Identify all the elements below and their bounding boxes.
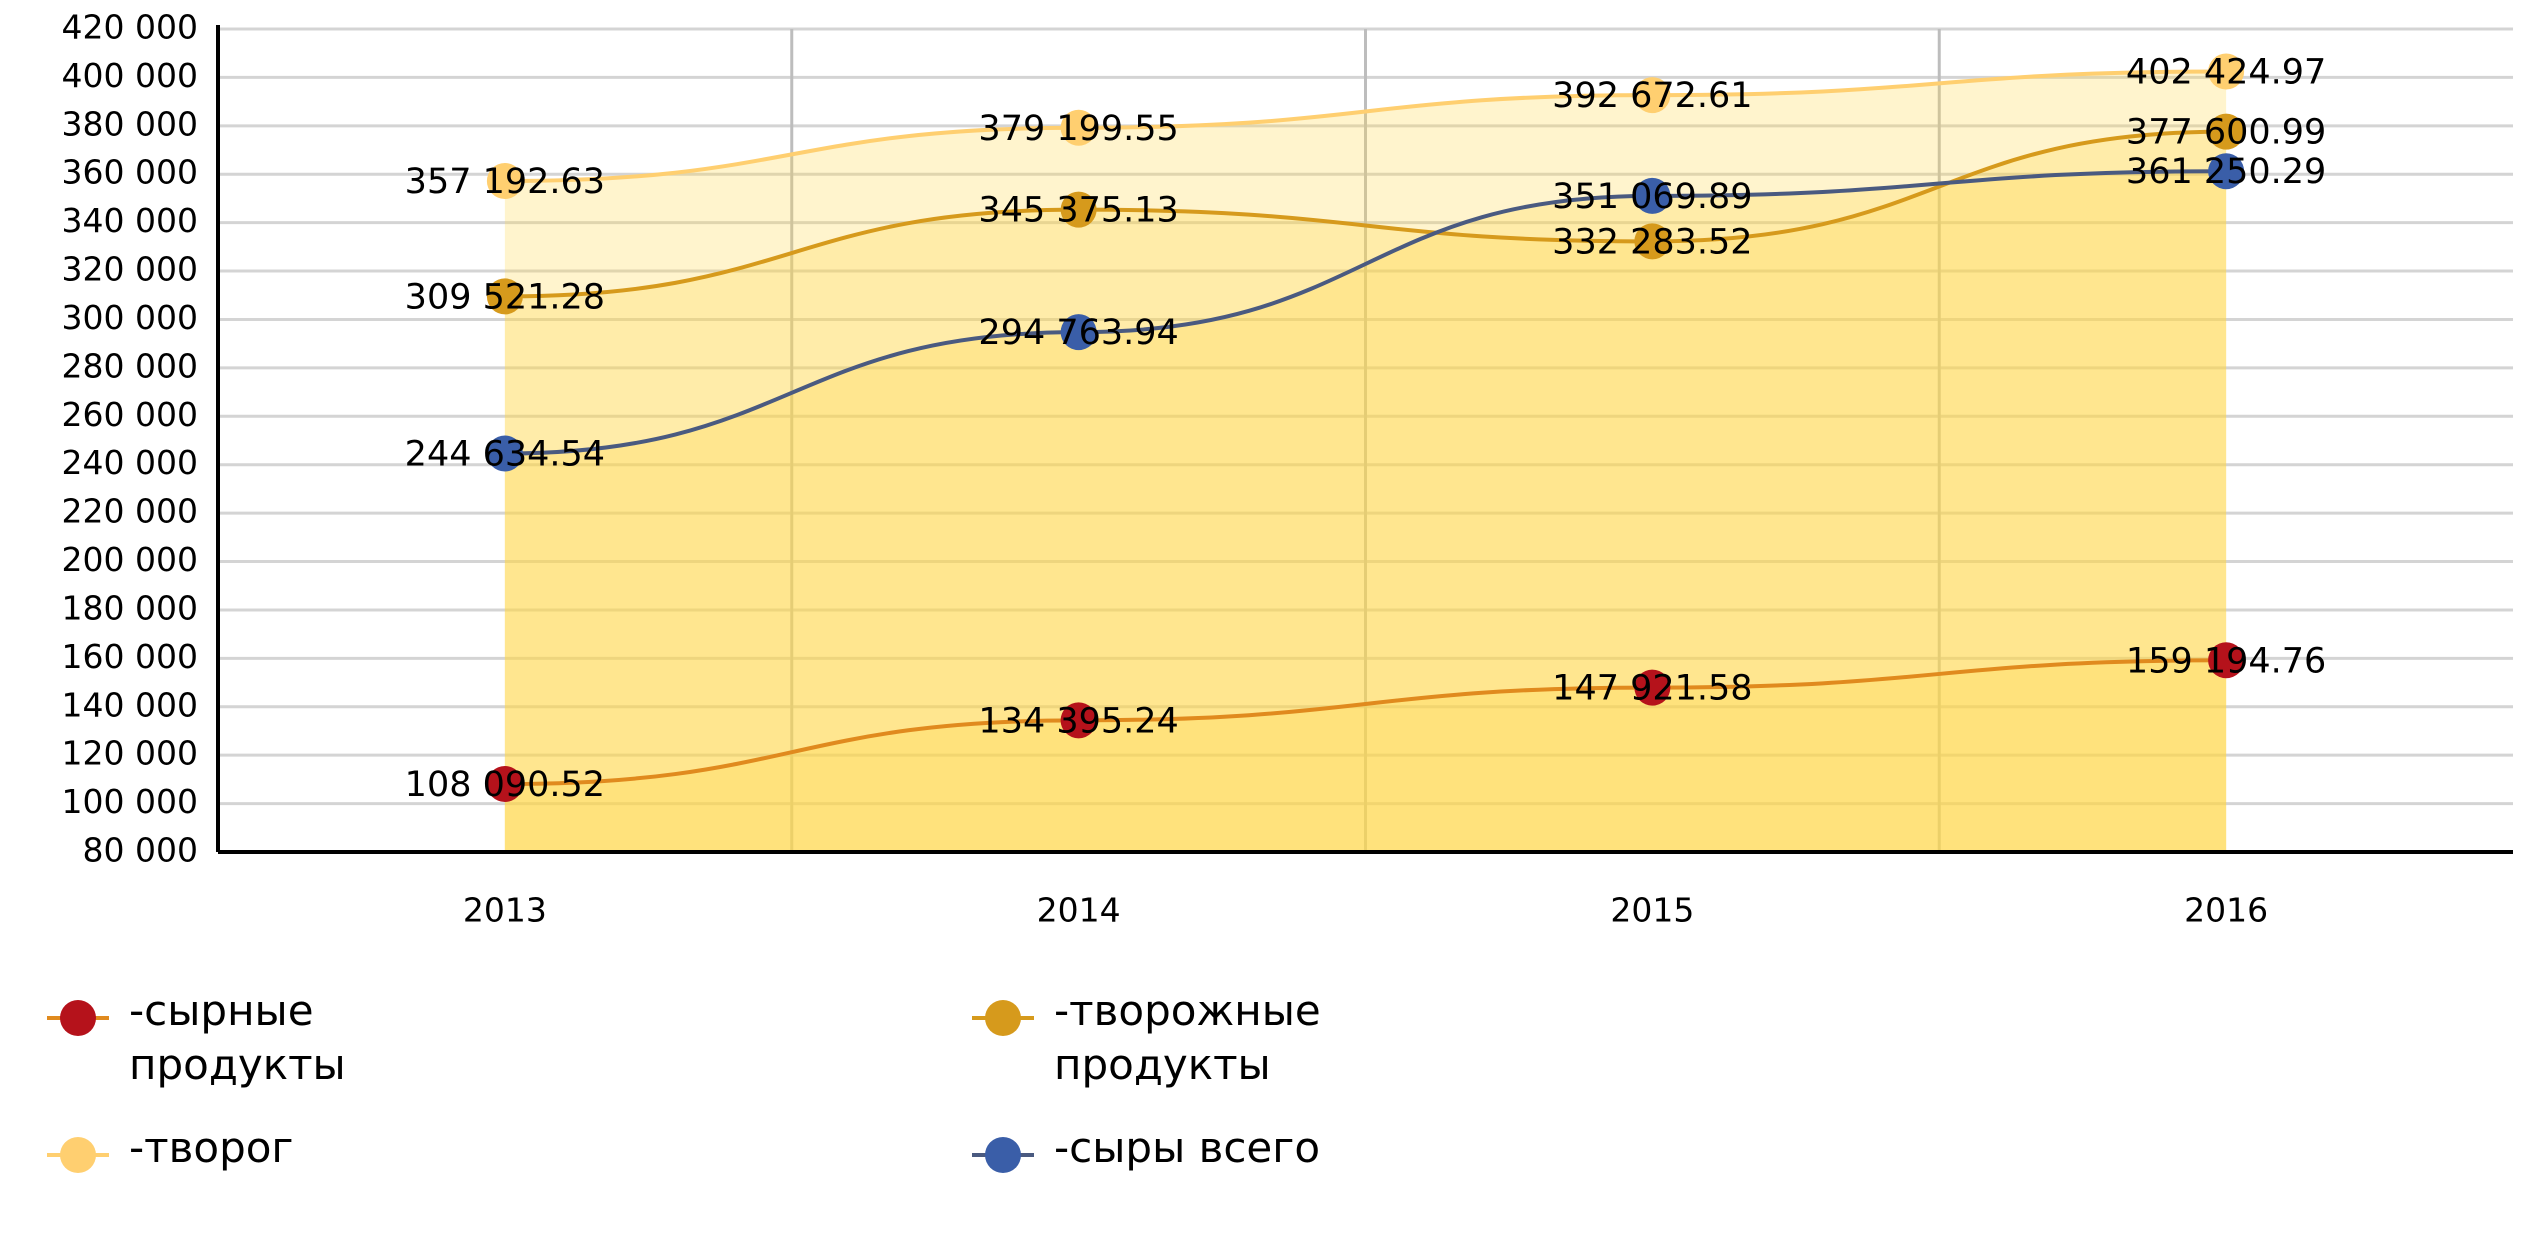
data-point	[1060, 314, 1097, 351]
chart: 80 000 100 000 120 000 140 000 160 000 180 00…	[62, 8, 2513, 930]
y-tick-label: 220 000	[62, 492, 198, 531]
data-point	[2208, 113, 2245, 150]
y-tick-label: 340 000	[62, 201, 198, 240]
data-label: 159 194.76	[2126, 641, 2326, 681]
y-tick-label: 420 000	[62, 8, 198, 47]
y-tick-label: 260 000	[62, 395, 198, 434]
data-point	[1060, 191, 1097, 228]
y-tick-label: 380 000	[62, 104, 198, 143]
legend-dot	[60, 1000, 96, 1036]
legend-label: -сыры всего	[1054, 1123, 1321, 1172]
legend-icon	[972, 1000, 1034, 1036]
data-point	[1634, 77, 1671, 114]
data-label: 147 921.58	[1552, 669, 1752, 709]
y-tick-label: 400 000	[62, 56, 198, 95]
x-tick-label: 2013	[463, 891, 547, 930]
data-point	[486, 163, 523, 200]
y-tick-label: 360 000	[62, 153, 198, 192]
x-tick-label: 2015	[1610, 891, 1694, 930]
legend-icon	[47, 1137, 109, 1173]
data-label: 402 424.97	[2126, 53, 2326, 93]
legend-dot	[985, 1137, 1021, 1173]
y-tick-label: 160 000	[62, 637, 198, 676]
legend-dot	[60, 1137, 96, 1173]
data-label: 379 199.55	[978, 109, 1178, 149]
y-tick-label: 240 000	[62, 443, 198, 482]
data-point	[1634, 223, 1671, 260]
area	[504, 660, 2227, 852]
data-label: 294 763.94	[978, 313, 1178, 353]
y-tick-label: 120 000	[62, 734, 198, 773]
y-tick-label: 140 000	[62, 685, 198, 724]
data-label: 345 375.13	[978, 191, 1178, 231]
data-point	[486, 766, 523, 803]
legend-item: -творожные продукты	[970, 986, 1870, 1120]
data-label: 377 600.99	[2126, 113, 2326, 153]
area	[504, 131, 2227, 852]
legend-label: -творог	[129, 1123, 294, 1172]
data-point	[486, 278, 523, 315]
x-tick-label: 2014	[1037, 891, 1121, 930]
data-label: 361 250.29	[2126, 152, 2326, 192]
data-point	[1634, 177, 1671, 214]
data-point	[1634, 669, 1671, 706]
legend-item: -творог	[45, 1123, 945, 1257]
data-label: 332 283.52	[1552, 222, 1752, 262]
data-label: 134 395.24	[978, 701, 1178, 741]
area	[504, 71, 2227, 852]
y-tick-label: 320 000	[62, 250, 198, 289]
data-label: 351 069.89	[1552, 177, 1752, 217]
legend-icon	[972, 1137, 1034, 1173]
legend-icon	[47, 1000, 109, 1036]
data-label: 357 192.63	[405, 162, 605, 202]
data-label: 392 672.61	[1552, 76, 1752, 116]
data-point	[2208, 153, 2245, 190]
data-point	[2208, 642, 2245, 679]
y-tick-label: 200 000	[62, 540, 198, 579]
y-tick-label: 80 000	[83, 831, 198, 870]
data-point	[2208, 53, 2245, 90]
legend-dot	[985, 1000, 1021, 1036]
series-line	[504, 658, 2227, 787]
data-label: 108 090.52	[405, 765, 605, 805]
data-label: 309 521.28	[405, 277, 605, 317]
y-tick-label: 300 000	[62, 298, 198, 337]
page: 80 000 100 000 120 000 140 000 160 000 180 00…	[45, 7, 2513, 1173]
series-line	[504, 169, 2227, 456]
area	[504, 171, 2227, 852]
y-tick-label: 100 000	[62, 782, 198, 821]
data-label: 244 634.54	[405, 434, 605, 474]
legend-label: -сырные продукты	[129, 986, 346, 1089]
data-point	[1060, 702, 1097, 739]
series-line	[504, 69, 2227, 184]
y-tick-label: 180 000	[62, 588, 198, 627]
x-tick-label: 2016	[2184, 891, 2268, 930]
legend-item: -сыры всего	[970, 1123, 1870, 1257]
data-point	[486, 435, 523, 472]
legend-label: -творожные продукты	[1054, 986, 1321, 1089]
y-tick-label: 280 000	[62, 346, 198, 385]
data-point	[1060, 109, 1097, 146]
legend-item: -сырные продукты	[45, 986, 945, 1120]
